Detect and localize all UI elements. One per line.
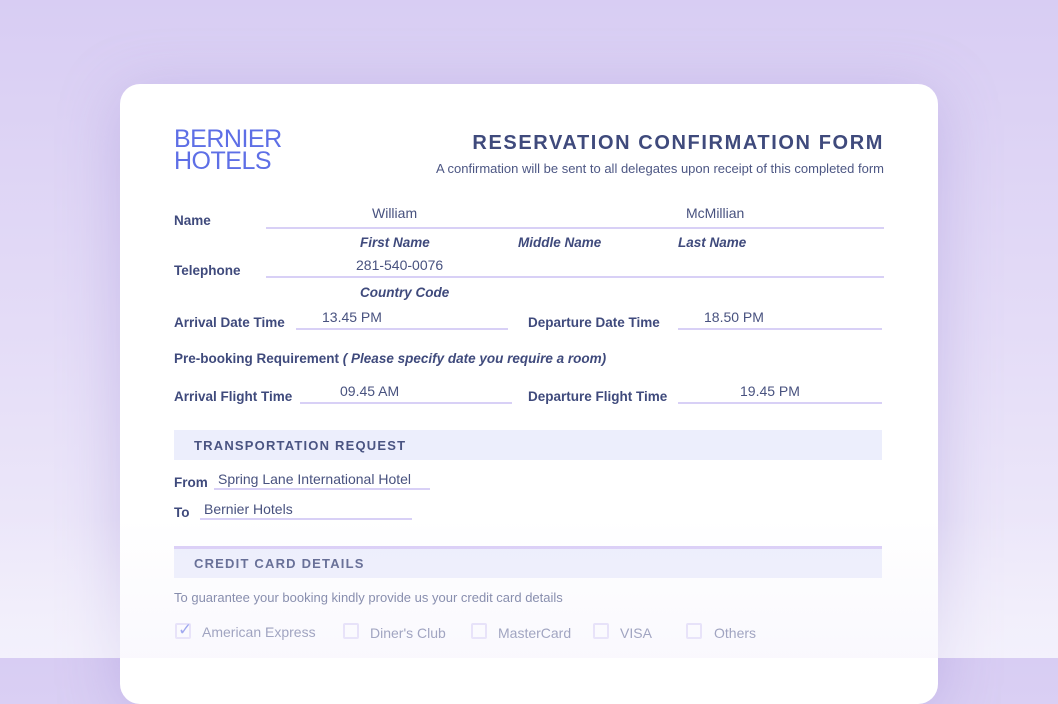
name-line — [266, 227, 884, 229]
last-name-hint: Last Name — [678, 235, 747, 250]
departure-date-label: Departure Date Time — [528, 315, 660, 330]
arrival-date-label: Arrival Date Time — [174, 315, 285, 330]
others-checkbox[interactable] — [686, 623, 702, 639]
mastercard-label: MasterCard — [498, 625, 572, 641]
visa-label: VISA — [620, 625, 652, 641]
from-line — [214, 488, 430, 490]
american-express-checkbox[interactable]: ✓ — [175, 620, 193, 639]
to-label: To — [174, 505, 190, 520]
credit-card-title: CREDIT CARD DETAILS — [194, 556, 365, 571]
departure-flight-field[interactable]: 19.45 PM — [740, 383, 800, 399]
arrival-flight-field[interactable]: 09.45 AM — [340, 383, 400, 399]
diners-club-label: Diner's Club — [370, 625, 446, 641]
departure-date-line — [678, 328, 882, 330]
to-field[interactable]: Bernier Hotels — [204, 501, 293, 517]
arrival-flight-label: Arrival Flight Time — [174, 389, 293, 404]
departure-flight-label: Departure Flight Time — [528, 389, 668, 404]
name-label: Name — [174, 213, 211, 228]
transportation-section-header: TRANSPORTATION REQUEST — [174, 430, 882, 460]
american-express-label: American Express — [202, 624, 316, 640]
transportation-title: TRANSPORTATION REQUEST — [194, 438, 407, 453]
form-title: RESERVATION CONFIRMATION FORM — [472, 132, 884, 154]
first-name-hint: First Name — [360, 235, 430, 250]
others-label: Others — [714, 625, 757, 641]
to-line — [200, 518, 412, 520]
diners-club-checkbox[interactable] — [343, 623, 359, 639]
form-subtitle: A confirmation will be sent to all deleg… — [435, 161, 884, 176]
arrival-date-field[interactable]: 13.45 PM — [322, 309, 382, 325]
arrival-date-line — [296, 328, 508, 330]
telephone-field[interactable]: 281-540-0076 — [356, 257, 444, 273]
middle-name-hint: Middle Name — [518, 235, 602, 250]
arrival-flight-line — [300, 402, 512, 404]
mastercard-checkbox[interactable] — [471, 623, 487, 639]
last-name-field[interactable]: McMillian — [686, 205, 745, 221]
telephone-line — [266, 276, 884, 278]
departure-flight-line — [678, 402, 882, 404]
from-label: From — [174, 475, 208, 490]
from-field[interactable]: Spring Lane International Hotel — [218, 471, 412, 487]
visa-checkbox[interactable] — [593, 623, 609, 639]
credit-card-instructions: To guarantee your booking kindly provide… — [174, 590, 563, 605]
credit-card-section-header: CREDIT CARD DETAILS — [174, 546, 882, 578]
telephone-label: Telephone — [174, 263, 241, 278]
checkmark-icon: ✓ — [178, 620, 193, 639]
bernier-hotels-logo: BERNIER HOTELS — [174, 125, 282, 175]
first-name-field[interactable]: William — [372, 205, 418, 221]
departure-date-field[interactable]: 18.50 PM — [704, 309, 764, 325]
prebooking-label: Pre-booking Requirement ( Please specify… — [174, 351, 607, 366]
country-code-hint: Country Code — [360, 285, 450, 300]
